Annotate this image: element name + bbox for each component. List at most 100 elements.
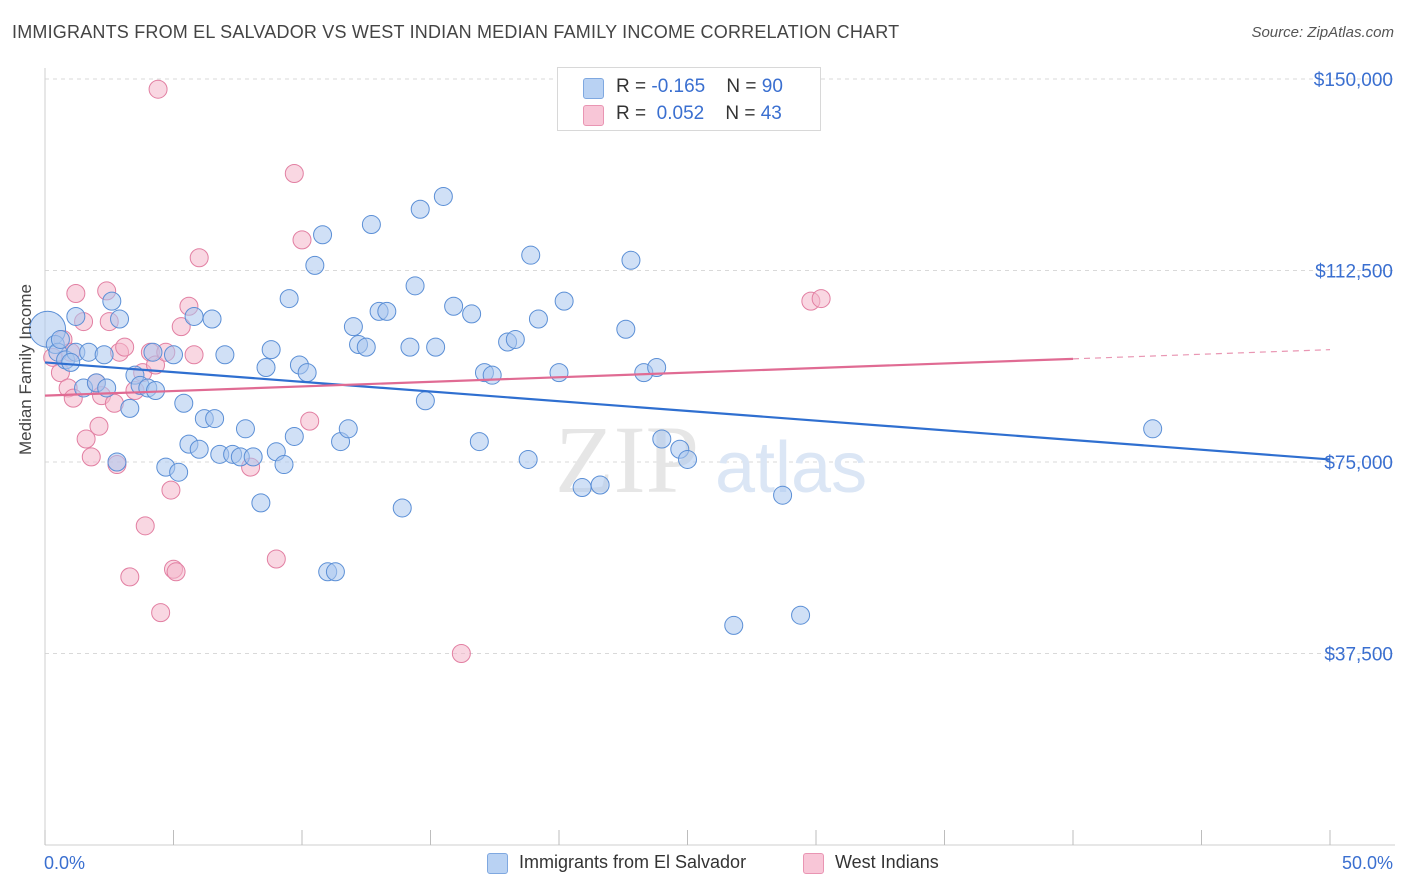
trend-line-el-salvador bbox=[44, 361, 1331, 461]
legend-label: West Indians bbox=[835, 852, 939, 872]
gridlines bbox=[45, 78, 1395, 654]
r-label: R = bbox=[616, 76, 652, 97]
chart-title: IMMIGRANTS FROM EL SALVADOR VS WEST INDI… bbox=[12, 22, 900, 42]
data-point bbox=[115, 337, 135, 357]
data-point bbox=[251, 493, 271, 513]
data-point bbox=[400, 337, 420, 357]
data-point bbox=[482, 365, 502, 385]
legend-swatch-pink bbox=[583, 105, 604, 126]
legend-label: Immigrants from El Salvador bbox=[519, 852, 747, 872]
data-point bbox=[184, 306, 204, 326]
watermark: ZIP atlas bbox=[555, 406, 867, 513]
data-point bbox=[410, 199, 430, 219]
source-label: Source: ZipAtlas.com bbox=[1251, 24, 1394, 41]
data-point bbox=[61, 352, 81, 372]
x-tick-label: 50.0% bbox=[1342, 853, 1393, 873]
data-point bbox=[189, 439, 209, 459]
data-point bbox=[313, 225, 333, 245]
data-point bbox=[174, 393, 194, 413]
data-point bbox=[433, 186, 453, 206]
data-point bbox=[202, 309, 222, 329]
stats-legend: R = -0.165 N = 90 R = 0.052 N = 43 bbox=[557, 67, 821, 131]
n-value: 43 bbox=[760, 103, 782, 124]
data-point bbox=[616, 319, 636, 339]
data-point bbox=[161, 480, 181, 500]
data-point bbox=[791, 605, 811, 625]
data-point bbox=[171, 317, 191, 337]
data-point bbox=[469, 432, 489, 452]
watermark-zip: ZIP bbox=[555, 406, 699, 513]
data-point bbox=[243, 447, 263, 467]
data-point bbox=[621, 250, 641, 270]
data-point bbox=[361, 215, 381, 235]
n-value: 90 bbox=[761, 76, 783, 97]
data-point bbox=[444, 296, 464, 316]
data-point bbox=[426, 337, 446, 357]
legend-swatch-blue bbox=[487, 853, 508, 874]
x-tick-label: 0.0% bbox=[44, 853, 85, 873]
data-point bbox=[274, 455, 294, 475]
data-point bbox=[166, 562, 186, 582]
data-point bbox=[377, 301, 397, 321]
data-point bbox=[284, 163, 304, 183]
data-point bbox=[590, 475, 610, 495]
data-point bbox=[189, 248, 209, 268]
data-point bbox=[356, 337, 376, 357]
r-value: -0.165 bbox=[651, 76, 706, 97]
data-point bbox=[235, 419, 255, 439]
data-point bbox=[811, 289, 831, 309]
data-point bbox=[462, 304, 482, 324]
data-point bbox=[256, 358, 276, 378]
data-point bbox=[549, 363, 569, 383]
data-point bbox=[451, 644, 471, 663]
trend-line-west-indians-extension bbox=[1072, 349, 1331, 360]
data-point bbox=[297, 363, 317, 383]
data-point bbox=[528, 309, 548, 329]
data-point bbox=[554, 291, 574, 311]
data-point bbox=[205, 409, 225, 429]
y-tick-label: $75,000 bbox=[1324, 453, 1393, 474]
n-label: N = bbox=[726, 76, 762, 97]
data-point bbox=[110, 309, 130, 329]
n-label: N = bbox=[725, 103, 761, 124]
data-point bbox=[94, 345, 114, 365]
y-axis-label: Median Family Income bbox=[16, 283, 35, 455]
trend-line-west-indians bbox=[44, 357, 1074, 397]
y-tick-label: $112,500 bbox=[1315, 262, 1393, 283]
data-point bbox=[652, 429, 672, 449]
data-point bbox=[518, 449, 538, 469]
data-point bbox=[89, 416, 109, 436]
data-point bbox=[148, 79, 168, 99]
y-tick-label: $37,500 bbox=[1324, 645, 1393, 666]
data-point bbox=[521, 245, 541, 265]
r-value: 0.052 bbox=[656, 103, 705, 124]
data-point bbox=[120, 398, 140, 418]
data-point bbox=[120, 567, 140, 587]
data-point bbox=[678, 449, 697, 469]
data-point bbox=[102, 291, 122, 311]
data-point bbox=[325, 562, 345, 582]
data-point bbox=[724, 615, 744, 635]
axes bbox=[44, 68, 1395, 846]
data-point bbox=[169, 462, 189, 482]
data-point bbox=[405, 276, 425, 296]
data-point bbox=[143, 342, 163, 362]
data-point bbox=[135, 516, 155, 536]
data-point bbox=[50, 329, 70, 349]
data-point bbox=[66, 306, 86, 326]
data-point bbox=[81, 447, 101, 467]
legend-swatch-pink bbox=[803, 853, 824, 874]
data-point bbox=[284, 426, 304, 446]
data-point bbox=[338, 419, 358, 439]
data-point bbox=[415, 391, 435, 411]
legend-swatch-blue bbox=[583, 78, 604, 99]
data-point bbox=[305, 255, 325, 275]
data-point bbox=[164, 345, 183, 365]
data-point bbox=[647, 358, 667, 378]
data-point bbox=[215, 345, 235, 365]
data-point bbox=[76, 429, 96, 449]
data-point bbox=[292, 230, 312, 250]
tick-labels: $37,500 $75,000 $112,500 $150,000 0.0% 50.0% bbox=[44, 70, 1393, 873]
data-point bbox=[261, 340, 281, 360]
